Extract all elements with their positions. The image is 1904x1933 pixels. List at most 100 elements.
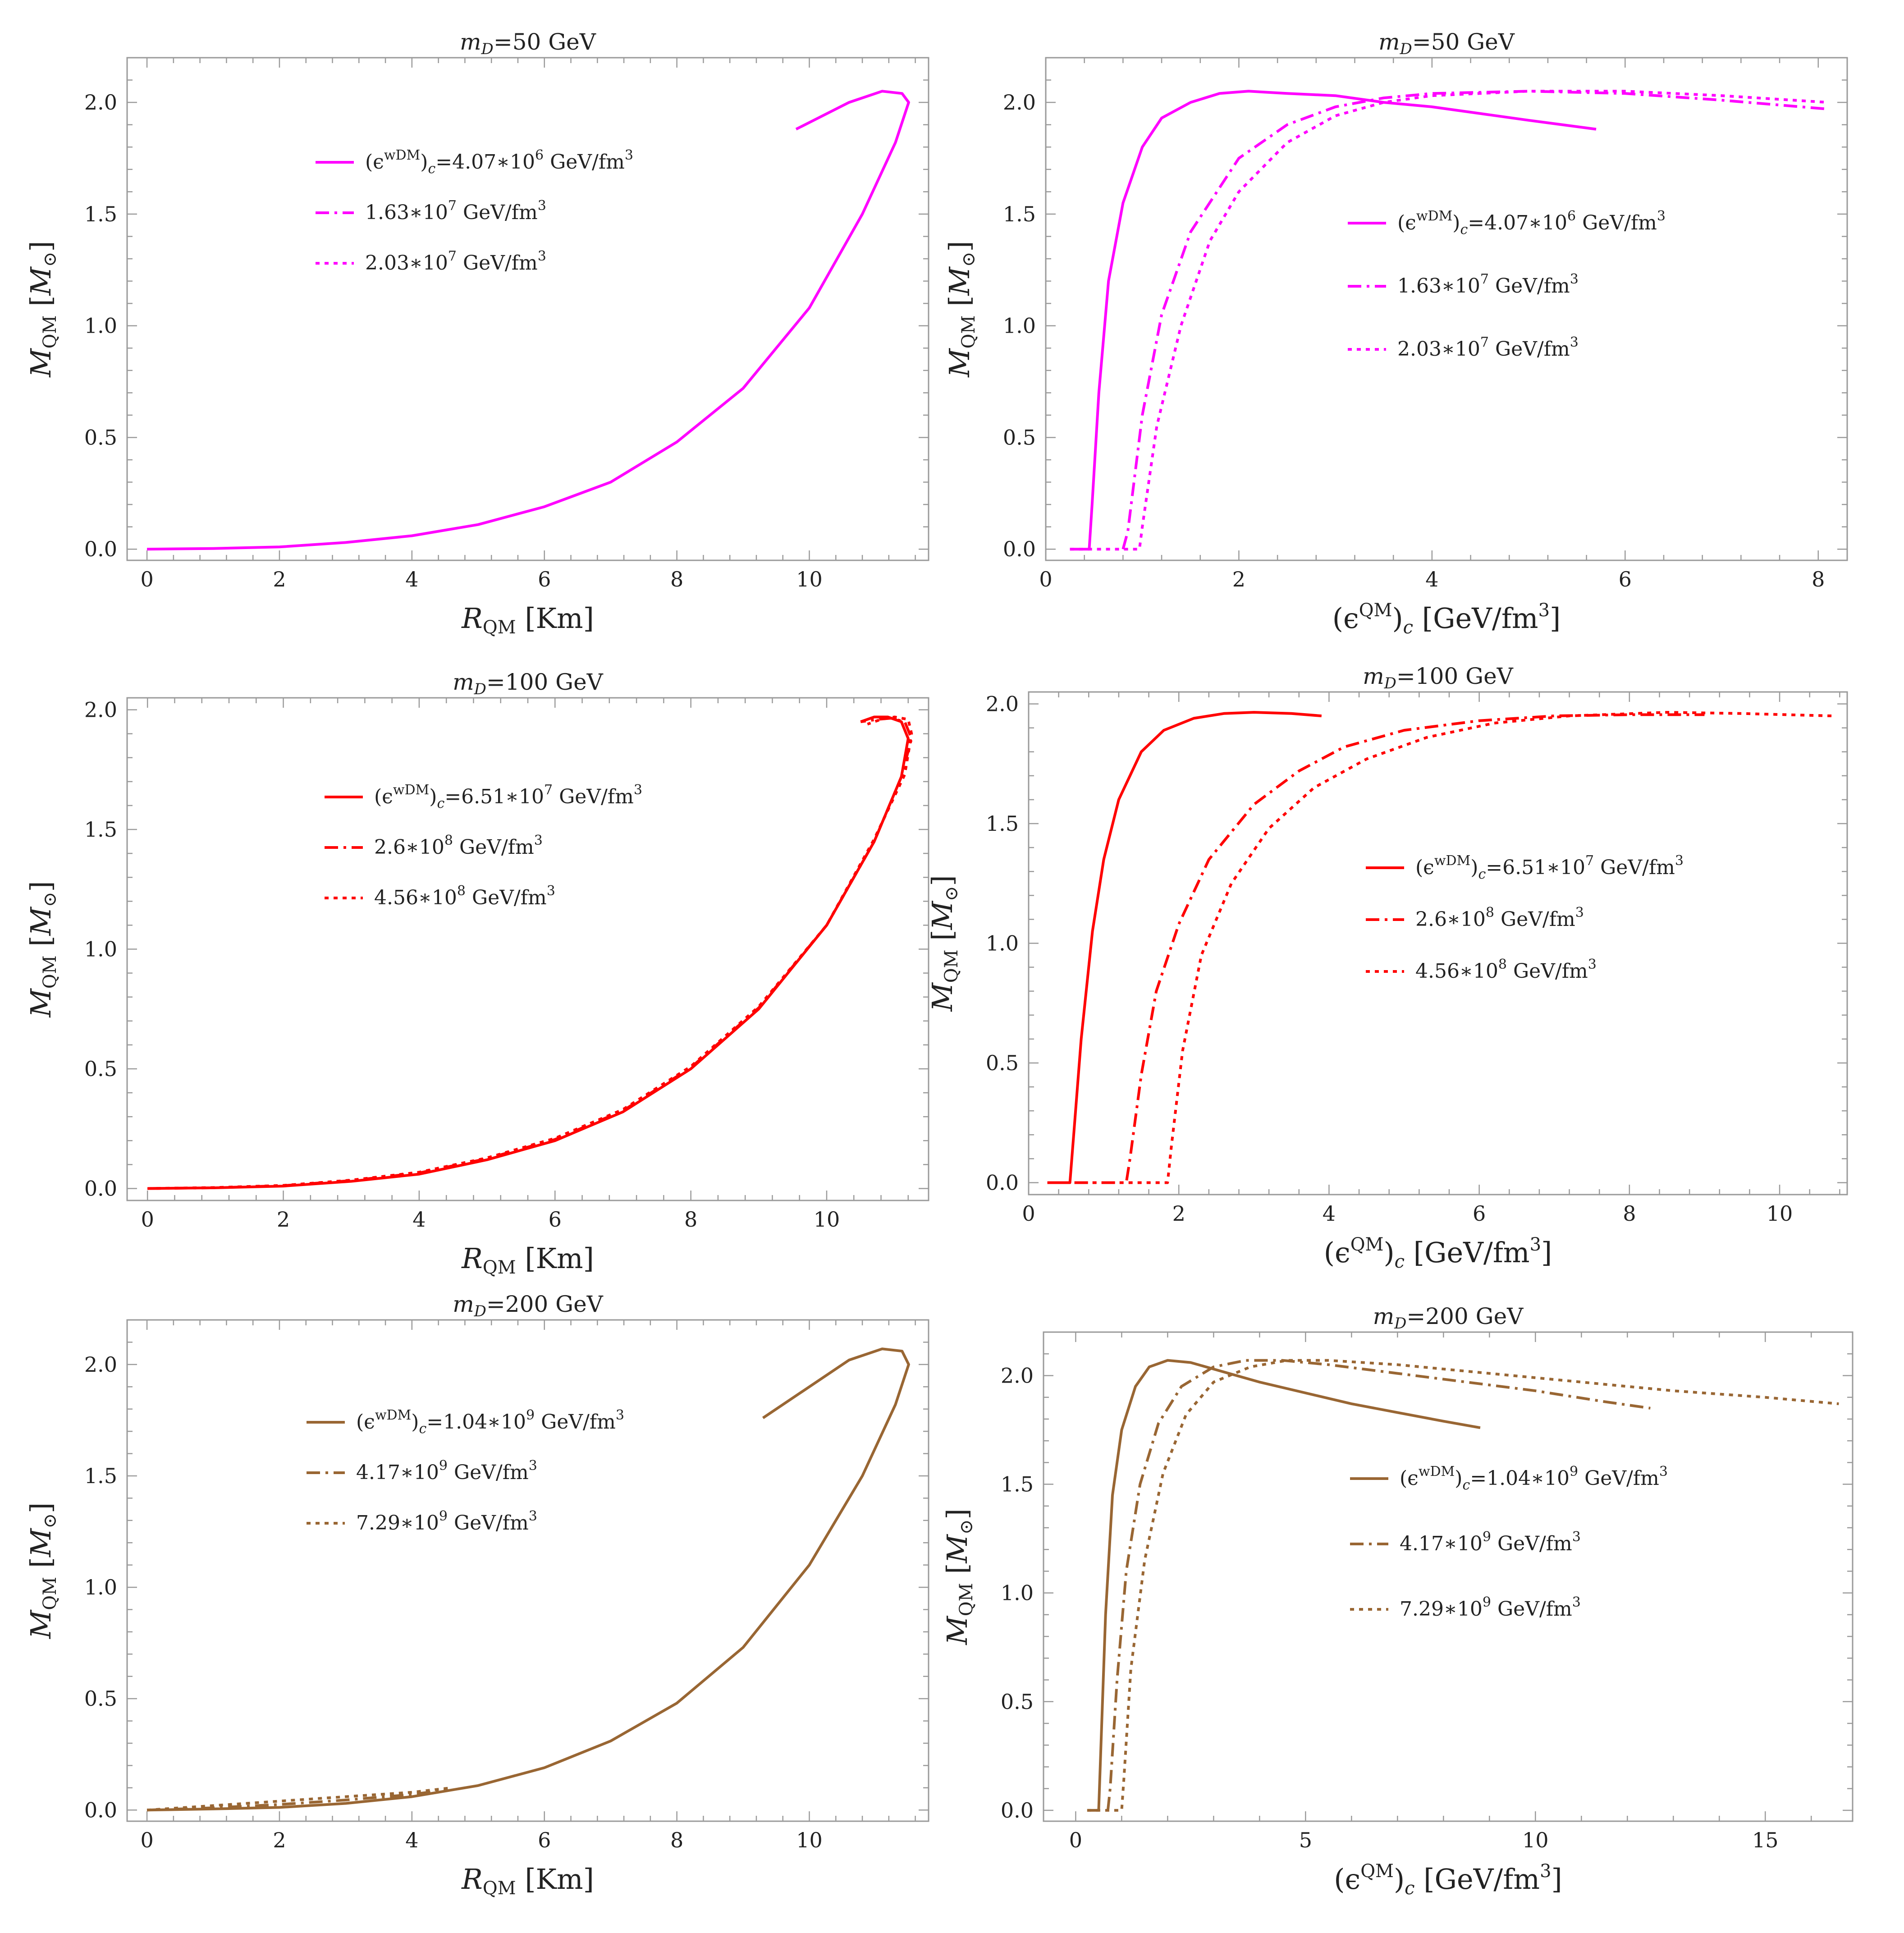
legend: (ϵwDM)c=6.51∗107 GeV/fm3 2.6∗108 GeV/fm3 4… (325, 782, 642, 909)
legend-label-1: (ϵwDM)c=1.04∗109 GeV/fm3 (1400, 1464, 1668, 1493)
y-tick-label: 2.0 (84, 1352, 117, 1377)
series-group (146, 1347, 910, 1812)
x-tick-label: 0 (141, 1207, 154, 1232)
panel-p5: 0 2 4 6 8 10 0.0 0.5 1.0 1.5 2.0 mD=200 GeV RQM [Km]… (24, 1291, 929, 1899)
x-tick-label: 15 (1752, 1828, 1779, 1852)
x-tick-label: 4 (1323, 1201, 1336, 1226)
panel-title: mD=50 GeV (1378, 29, 1515, 58)
panels: 0 2 4 6 8 10 0.0 0.5 1.0 1.5 2.0 mD=50 GeV RQM [Km] M… (24, 29, 1854, 1899)
legend-label-3: 4.56∗108 GeV/fm3 (374, 883, 555, 909)
legend-label-2: 1.63∗107 GeV/fm3 (1397, 271, 1579, 298)
x-tick-label: 2 (277, 1207, 290, 1232)
x-tick-label: 2 (1232, 567, 1245, 591)
y-tick-label: 1.0 (84, 937, 117, 962)
x-axis-label: (ϵQM)c [GeV/fm3] (1332, 600, 1561, 638)
x-tick-label: 2 (1172, 1201, 1185, 1226)
legend-label-2: 4.17∗109 GeV/fm3 (356, 1458, 537, 1484)
series-line-2 (1106, 1359, 1651, 1811)
x-tick-label: 10 (796, 567, 823, 591)
panel-title: mD=100 GeV (453, 669, 603, 698)
series-line-1 (147, 90, 910, 551)
minor-ticks (127, 698, 929, 1200)
x-tick-label: 2 (273, 1828, 286, 1852)
minor-ticks (127, 1319, 929, 1821)
series-line-3 (147, 715, 913, 1190)
y-tick-label: 1.5 (1003, 202, 1036, 226)
panel-p4: 0 2 4 6 8 10 0.0 0.5 1.0 1.5 2.0 mD=100 GeV (ϵQM)c [… (926, 663, 1848, 1272)
x-tick-label: 8 (1623, 1201, 1636, 1226)
plot-frame (1028, 691, 1848, 1196)
y-tick-label: 1.0 (84, 1575, 117, 1599)
y-axis-label: MQM [M⊙] (24, 241, 60, 377)
x-tick-label: 0 (140, 567, 153, 591)
y-tick-label: 1.5 (84, 817, 117, 842)
y-tick-label: 2.0 (84, 698, 117, 722)
y-tick-label: 2.0 (1003, 90, 1036, 115)
x-tick-label: 0 (1039, 567, 1052, 591)
series-line-3 (1047, 711, 1832, 1184)
legend: (ϵwDM)c=1.04∗109 GeV/fm3 4.17∗109 GeV/fm3… (1350, 1464, 1668, 1621)
y-tick-label: 0.5 (84, 1686, 117, 1711)
plot-frame (1043, 1331, 1854, 1822)
minor-ticks (1045, 57, 1847, 560)
series-line-3 (146, 1786, 452, 1812)
y-tick-label: 1.0 (1001, 1581, 1034, 1605)
series-line-1 (147, 1347, 910, 1812)
y-tick-label: 0.5 (986, 1051, 1019, 1075)
y-tick-label: 1.0 (1003, 314, 1036, 338)
y-tick-label: 1.5 (84, 1464, 117, 1488)
y-tick-label: 0.5 (84, 425, 117, 449)
x-axis-label: RQM [Km] (461, 602, 594, 638)
x-tick-label: 10 (1522, 1828, 1549, 1852)
panel-title: mD=100 GeV (1363, 663, 1513, 692)
y-tick-label: 0.0 (1001, 1798, 1034, 1823)
plot-frame (126, 57, 929, 561)
y-tick-label: 0.0 (84, 1176, 117, 1200)
y-axis-label: MQM [M⊙] (941, 1508, 977, 1645)
minor-ticks (1028, 692, 1847, 1195)
series-line-1 (1070, 90, 1597, 551)
panel-title: mD=50 GeV (460, 29, 596, 58)
x-axis-label: (ϵQM)c [GeV/fm3] (1324, 1234, 1552, 1272)
panel-p1: 0 2 4 6 8 10 0.0 0.5 1.0 1.5 2.0 mD=50 GeV RQM [Km] M… (24, 29, 929, 638)
y-tick-label: 0.5 (84, 1057, 117, 1081)
panel-p6: 0 5 10 15 0.0 0.5 1.0 1.5 2.0 mD=200 GeV (ϵQM)c [G… (941, 1303, 1854, 1899)
legend: (ϵwDM)c=4.07∗106 GeV/fm3 1.63∗107 GeV/fm3… (1348, 208, 1666, 361)
legend-label-2: 2.6∗108 GeV/fm3 (1415, 905, 1584, 931)
x-tick-label: 8 (670, 567, 683, 591)
legend-label-3: 7.29∗109 GeV/fm3 (1400, 1594, 1581, 1621)
legend-label-1: (ϵwDM)c=6.51∗107 GeV/fm3 (374, 782, 642, 811)
y-tick-label: 1.5 (986, 811, 1019, 836)
legend: (ϵwDM)c=6.51∗107 GeV/fm3 2.6∗108 GeV/fm3 4… (1366, 853, 1684, 983)
legend-label-3: 2.03∗107 GeV/fm3 (1397, 334, 1579, 361)
series-line-3 (1087, 1359, 1839, 1812)
y-tick-label: 1.5 (1001, 1472, 1034, 1497)
series-line-2 (1047, 713, 1705, 1184)
panel-p3: 0 2 4 6 8 10 0.0 0.5 1.0 1.5 2.0 mD=100 GeV RQM [Km]… (24, 669, 929, 1278)
x-tick-label: 2 (273, 567, 286, 591)
x-tick-label: 4 (412, 1207, 426, 1232)
panel-title: mD=200 GeV (453, 1291, 603, 1320)
legend: (ϵwDM)c=4.07∗106 GeV/fm3 1.63∗107 GeV/fm3… (316, 147, 633, 275)
series-line-1 (1087, 1359, 1481, 1812)
series-line-2 (146, 1788, 445, 1812)
y-tick-label: 0.0 (1003, 537, 1036, 561)
y-tick-label: 0.5 (1003, 425, 1036, 449)
y-tick-label: 0.0 (84, 537, 117, 561)
legend-label-2: 4.17∗109 GeV/fm3 (1400, 1529, 1581, 1555)
x-tick-label: 6 (1473, 1201, 1486, 1226)
series-line-1 (1047, 711, 1322, 1184)
series-line-3 (1070, 90, 1828, 551)
x-axis-label: (ϵQM)c [GeV/fm3] (1334, 1861, 1562, 1899)
x-tick-label: 10 (796, 1828, 823, 1852)
minor-ticks (127, 57, 929, 560)
legend-label-3: 4.56∗108 GeV/fm3 (1415, 957, 1597, 983)
x-tick-label: 0 (140, 1828, 153, 1852)
y-tick-label: 0.5 (1001, 1690, 1034, 1714)
y-tick-label: 0.0 (84, 1798, 117, 1822)
legend-label-3: 7.29∗109 GeV/fm3 (356, 1508, 537, 1534)
plot-frame (126, 1319, 929, 1822)
x-tick-label: 8 (670, 1828, 683, 1852)
x-axis-label: RQM [Km] (461, 1242, 594, 1278)
